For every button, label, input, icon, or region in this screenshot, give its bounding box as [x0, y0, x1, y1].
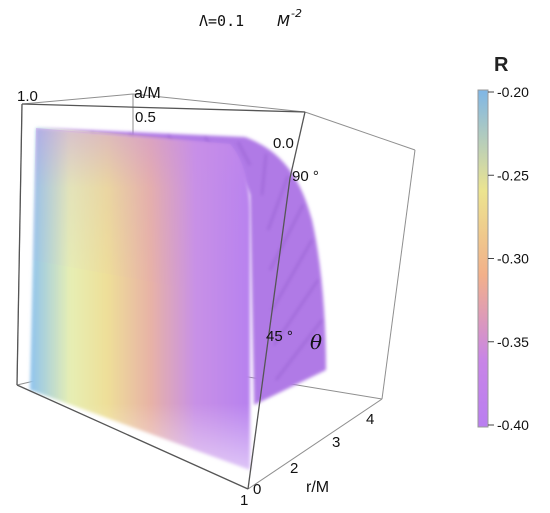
box-edge [381, 149, 416, 400]
box-edge [304, 111, 416, 151]
axis-r-tick: 4 [366, 411, 374, 428]
title-exponent: -2 [291, 7, 302, 20]
volume-top-cap [38, 128, 326, 405]
box-edge [289, 111, 306, 179]
box-edge [21, 93, 134, 105]
axis-r-tick: 1 [240, 492, 248, 509]
axis-theta-label: θ [310, 330, 322, 354]
box-edge [247, 177, 291, 490]
colorbar-gradient [477, 89, 489, 428]
box-edge [16, 103, 23, 386]
colorbar-tick-label: -0.25 [497, 167, 529, 183]
colorbar-tick-label: -0.30 [497, 251, 529, 267]
colorbar-tick-label: -0.40 [497, 417, 529, 433]
colorbar-tick-label: -0.20 [497, 84, 529, 100]
title-main: Λ=0.1 [199, 12, 244, 30]
axis-theta-tick: 45 ° [266, 328, 293, 345]
axis-a-tick: 0.5 [135, 109, 156, 126]
colorbar-ticks: -0.20 -0.25 -0.30 -0.35 -0.40 [488, 84, 529, 433]
axis-r-tick: 0 [253, 481, 261, 498]
colorbar-tick-label: -0.35 [497, 334, 529, 350]
box-edge [247, 398, 383, 490]
title-unit: M [277, 12, 290, 30]
bounding-box-front [16, 103, 306, 490]
volume-plot [30, 128, 326, 472]
axis-a-label: a/M [134, 85, 161, 102]
box-edge [16, 384, 249, 490]
axis-theta: 90 ° 45 ° θ [266, 168, 322, 354]
box-edge [21, 103, 306, 113]
axis-a-tick: 0.0 [273, 135, 294, 152]
axis-r-label: r/M [306, 479, 329, 496]
axis-r-tick: 3 [332, 434, 340, 451]
axis-a-tick: 1.0 [17, 88, 38, 105]
box-edge [132, 93, 306, 113]
colorbar-label: R [494, 54, 509, 76]
chart-title: Λ=0.1 M -2 [199, 7, 302, 30]
colorbar: R -0.20 -0.25 -0.30 -0.35 -0.40 [477, 54, 529, 433]
axis-r-tick: 2 [290, 460, 298, 477]
axis-a: a/M 1.0 0.5 0.0 [17, 85, 294, 152]
axis-r: 1 0 2 3 4 r/M [240, 411, 374, 509]
axis-theta-tick: 90 ° [292, 168, 319, 185]
